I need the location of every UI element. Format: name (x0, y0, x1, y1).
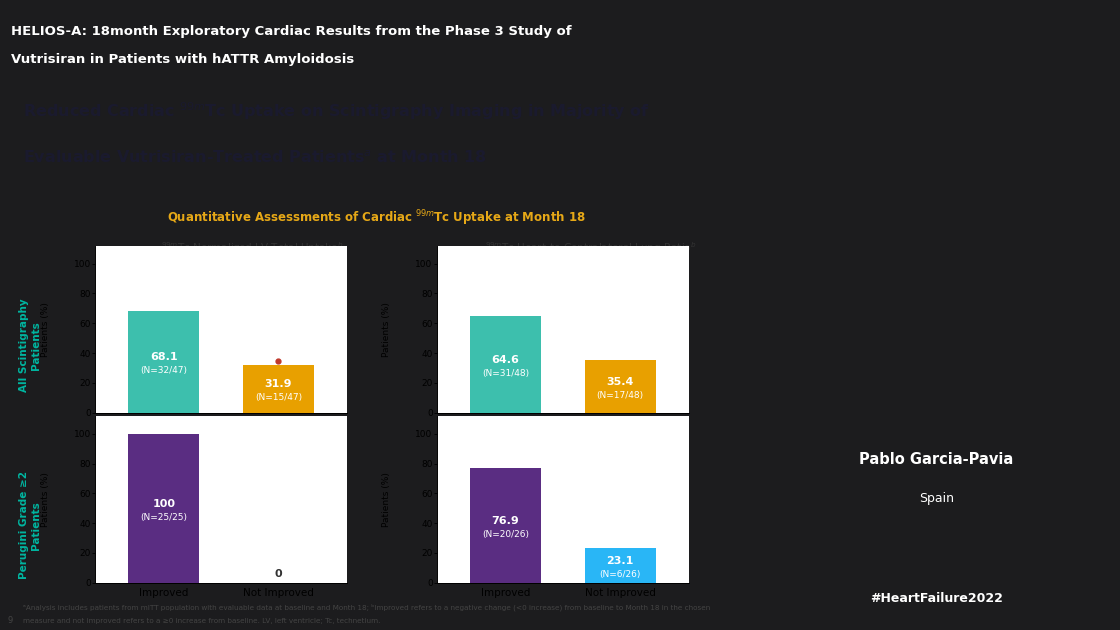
Y-axis label: Patients (%): Patients (%) (40, 472, 50, 527)
Text: (N=32/47): (N=32/47) (140, 366, 187, 375)
Text: (N=25/25): (N=25/25) (140, 513, 187, 522)
Text: 9: 9 (8, 616, 12, 624)
Text: HELIOS-A: 18month Exploratory Cardiac Results from the Phase 3 Study of: HELIOS-A: 18month Exploratory Cardiac Re… (11, 25, 572, 38)
Text: Pablo Garcia-Pavia: Pablo Garcia-Pavia (859, 452, 1014, 467)
Text: Perugini Grade ≥2
Patients: Perugini Grade ≥2 Patients (19, 471, 41, 579)
Y-axis label: Patients (%): Patients (%) (382, 302, 392, 357)
Text: #HeartFailure2022: #HeartFailure2022 (870, 592, 1002, 605)
Text: 76.9: 76.9 (492, 516, 520, 526)
Text: Spain: Spain (918, 492, 954, 505)
Text: 0: 0 (274, 569, 282, 579)
Text: 35.4: 35.4 (606, 377, 634, 387)
Text: 23.1: 23.1 (606, 556, 634, 566)
Text: 31.9: 31.9 (264, 379, 292, 389)
Text: Vutrisiran in Patients with hATTR Amyloidosis: Vutrisiran in Patients with hATTR Amyloi… (11, 52, 354, 66)
Text: 64.6: 64.6 (492, 355, 520, 365)
Text: $^{99m}$Tc Heart-to-Contralateral Lung Ratio$^{b}$: $^{99m}$Tc Heart-to-Contralateral Lung R… (485, 241, 697, 256)
Text: 68.1: 68.1 (150, 352, 178, 362)
Text: $^{99m}$Tc Normalized LV Total Uptake$^{b}$: $^{99m}$Tc Normalized LV Total Uptake$^{… (161, 241, 344, 256)
Text: Evaluable Vutrisiran-Treated Patients$^{a}$ at Month 18: Evaluable Vutrisiran-Treated Patients$^{… (22, 149, 486, 166)
Text: Reduced Cardiac $^{99m}$Tc Uptake on Scintigraphy Imaging in Majority of: Reduced Cardiac $^{99m}$Tc Uptake on Sci… (22, 101, 650, 122)
Text: measure and not improved refers to a ≥0 increase from baseline. LV, left ventric: measure and not improved refers to a ≥0 … (22, 617, 380, 624)
Text: 100: 100 (152, 499, 176, 509)
Text: (N=20/26): (N=20/26) (482, 530, 529, 539)
Bar (129, 311, 199, 413)
Bar (585, 360, 655, 413)
Y-axis label: Patients (%): Patients (%) (382, 472, 392, 527)
Text: ᵃAnalysis includes patients from mITT population with evaluable data at baseline: ᵃAnalysis includes patients from mITT po… (22, 604, 710, 611)
Bar (585, 548, 655, 583)
Text: (N=17/48): (N=17/48) (597, 391, 644, 399)
Bar (129, 433, 199, 583)
Y-axis label: Patients (%): Patients (%) (40, 302, 50, 357)
Text: (N=31/48): (N=31/48) (482, 369, 529, 378)
Text: (N=6/26): (N=6/26) (599, 570, 641, 579)
Text: (N=15/47): (N=15/47) (255, 393, 302, 403)
Bar (243, 365, 314, 413)
Bar (470, 468, 541, 583)
Text: All Scintigraphy
Patients: All Scintigraphy Patients (19, 299, 41, 392)
Bar (470, 316, 541, 413)
Text: Quantitative Assessments of Cardiac $^{99m}$Tc Uptake at Month 18: Quantitative Assessments of Cardiac $^{9… (167, 208, 586, 228)
